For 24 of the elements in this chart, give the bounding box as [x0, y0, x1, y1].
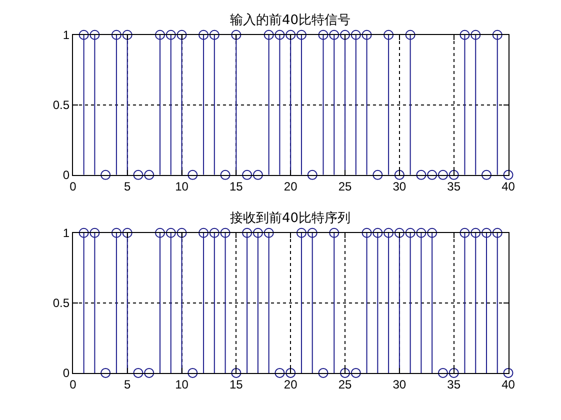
x-tick-label: 10: [175, 179, 189, 194]
chart-title: 输入的前40比特信号: [230, 13, 351, 28]
x-tick-label: 30: [392, 377, 406, 392]
x-tick-label: 20: [284, 377, 298, 392]
x-tick-label: 15: [230, 179, 244, 194]
y-tick-label: 0.5: [52, 296, 70, 310]
y-tick-label: 0.5: [52, 98, 70, 112]
y-tick-label: 0: [62, 366, 70, 380]
x-tick-label: 15: [230, 377, 244, 392]
x-tick-label: 30: [392, 179, 406, 194]
x-tick-label: 25: [338, 179, 352, 194]
y-tick-label: 0: [62, 168, 70, 182]
y-tick-label: 1: [62, 226, 70, 240]
x-tick-label: 10: [175, 377, 189, 392]
x-tick-label: 5: [124, 377, 132, 392]
x-tick-label: 35: [447, 179, 461, 194]
x-tick-label: 25: [338, 377, 352, 392]
chart-title: 接收到前40比特序列: [230, 210, 351, 226]
x-tick-label: 5: [124, 179, 132, 194]
y-tick-label: 1: [62, 28, 70, 42]
x-tick-label: 20: [284, 179, 298, 194]
x-tick-label: 40: [502, 377, 516, 392]
x-tick-label: 35: [447, 377, 461, 392]
x-tick-label: 40: [502, 179, 516, 194]
